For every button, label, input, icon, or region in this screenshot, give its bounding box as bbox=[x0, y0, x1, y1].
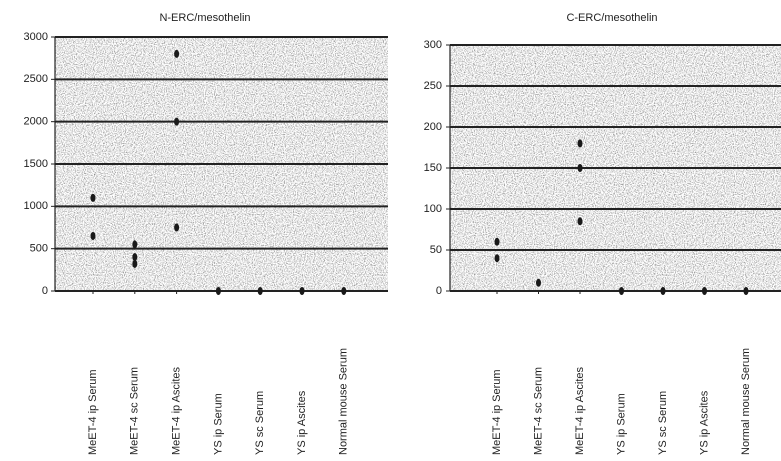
data-point bbox=[91, 194, 96, 202]
data-point bbox=[174, 224, 179, 232]
y-tick-label: 1500 bbox=[24, 158, 48, 170]
data-point bbox=[578, 139, 583, 147]
data-point bbox=[300, 287, 305, 295]
y-tick-label: 300 bbox=[424, 39, 442, 51]
data-point bbox=[258, 287, 263, 295]
data-point bbox=[495, 238, 500, 246]
x-tick-label: MeET-4 ip Ascites bbox=[171, 366, 183, 455]
y-tick-label: 100 bbox=[424, 203, 442, 215]
x-tick-label: MeET-4 sc Serum bbox=[129, 367, 141, 455]
y-tick-label: 50 bbox=[430, 244, 442, 256]
data-point bbox=[132, 240, 137, 248]
data-point bbox=[341, 287, 346, 295]
data-point bbox=[132, 260, 137, 268]
data-point bbox=[661, 287, 666, 295]
x-tick-label: MeET-4 ip Serum bbox=[87, 369, 99, 455]
data-point bbox=[578, 217, 583, 225]
y-tick-label: 150 bbox=[424, 162, 442, 174]
y-tick-label: 3000 bbox=[24, 31, 48, 43]
x-tick-label: YS ip Serum bbox=[615, 393, 627, 455]
data-point bbox=[536, 279, 541, 287]
y-tick-label: 2500 bbox=[24, 73, 48, 85]
y-tick-label: 500 bbox=[30, 243, 48, 255]
data-point bbox=[495, 254, 500, 262]
x-tick-label: YS sc Serum bbox=[254, 391, 266, 455]
figure: N-ERC/mesothelin050010001500200025003000… bbox=[0, 0, 781, 461]
y-tick-label: 0 bbox=[42, 285, 48, 297]
x-tick-label: YS sc Serum bbox=[657, 391, 669, 455]
data-point bbox=[174, 50, 179, 58]
data-point bbox=[702, 287, 707, 295]
data-point bbox=[619, 287, 624, 295]
data-point bbox=[216, 287, 221, 295]
y-tick-label: 250 bbox=[424, 80, 442, 92]
x-tick-label: MeET-4 ip Ascites bbox=[574, 366, 586, 455]
data-point bbox=[174, 118, 179, 126]
x-tick-label: YS ip Serum bbox=[212, 393, 224, 455]
x-tick-label: Normal mouse Serum bbox=[338, 348, 350, 455]
y-tick-label: 1000 bbox=[24, 200, 48, 212]
x-tick-label: MeET-4 sc Serum bbox=[532, 367, 544, 455]
y-tick-label: 0 bbox=[436, 285, 442, 297]
chart-title: C-ERC/mesothelin bbox=[566, 12, 657, 24]
x-tick-label: MeET-4 ip Serum bbox=[491, 369, 503, 455]
data-point bbox=[91, 232, 96, 240]
data-point bbox=[578, 164, 583, 172]
y-tick-label: 2000 bbox=[24, 116, 48, 128]
x-tick-label: YS ip Ascites bbox=[698, 390, 710, 455]
chart-title: N-ERC/mesothelin bbox=[159, 12, 250, 24]
x-tick-label: Normal mouse Serum bbox=[740, 348, 752, 455]
y-tick-label: 200 bbox=[424, 121, 442, 133]
data-point bbox=[744, 287, 749, 295]
x-tick-label: YS ip Ascites bbox=[296, 390, 308, 455]
